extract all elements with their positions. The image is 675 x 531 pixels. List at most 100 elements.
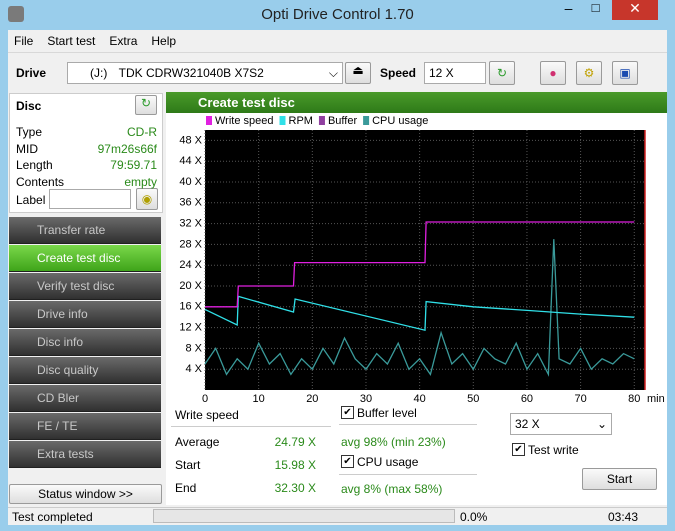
nav-button[interactable]: FE / TE xyxy=(9,413,161,440)
stat-key: End xyxy=(175,481,197,495)
nav-text: Transfer rate xyxy=(37,223,106,237)
status-time: 03:43 xyxy=(608,510,639,524)
separator xyxy=(171,426,331,427)
minimize[interactable]: – xyxy=(564,0,573,16)
x-tick-label: 50 xyxy=(467,393,479,405)
write-speed-title: Write speed xyxy=(175,408,239,422)
menu-item[interactable]: Extra xyxy=(109,34,138,48)
y-tick-label: 20 X xyxy=(179,280,202,292)
close[interactable]: ✕ xyxy=(612,0,658,20)
drive-letter: (J:) xyxy=(90,66,108,80)
nav-button[interactable]: Verify test disc xyxy=(9,273,161,300)
save-button[interactable]: ▣ xyxy=(612,61,638,85)
write-speed-select[interactable]: 32 X ⌄ xyxy=(510,413,612,435)
erase-button[interactable]: ● xyxy=(540,61,566,85)
y-tick-label: 44 X xyxy=(179,155,202,167)
test-write-checkbox[interactable]: ✔ xyxy=(512,443,525,456)
legend-label: Write speed xyxy=(215,115,274,127)
legend-swatch xyxy=(206,116,212,125)
label-input[interactable] xyxy=(49,189,131,209)
window-title: Opti Drive Control 1.70 xyxy=(261,6,414,23)
menu-item[interactable]: Help xyxy=(151,34,177,48)
maximize[interactable]: □ xyxy=(591,0,600,15)
cpu-usage-label: CPU usage xyxy=(357,455,419,469)
x-tick-label: 10 xyxy=(253,393,265,405)
disc-value: empty xyxy=(124,174,157,189)
app-icon xyxy=(8,6,24,22)
panel-header: Create test disc xyxy=(166,92,667,113)
nav-button[interactable]: CD Bler xyxy=(9,385,161,412)
nav-button[interactable]: Extra tests xyxy=(9,441,161,468)
progress-text: 0.0% xyxy=(460,510,488,524)
progress-bar xyxy=(153,509,455,523)
nav-text: FE / TE xyxy=(37,419,78,433)
legend-swatch xyxy=(363,116,370,125)
separator xyxy=(339,424,477,425)
disc-key: Type xyxy=(16,125,43,139)
menu-item[interactable]: File xyxy=(14,34,34,48)
nav-button[interactable]: Create test disc xyxy=(9,245,161,272)
label-label: Label xyxy=(16,193,46,207)
disc-key: MID xyxy=(16,141,38,156)
buffer-avg: avg 98% (min 23%) xyxy=(341,435,446,449)
nav-text: Drive info xyxy=(37,307,88,321)
legend-label: CPU usage xyxy=(372,115,428,127)
refresh-button[interactable]: ↻ xyxy=(489,61,515,85)
x-tick-label: 20 xyxy=(306,393,318,405)
drive-label: Drive xyxy=(16,66,47,80)
stat-key: Average xyxy=(175,435,220,449)
legend-swatch xyxy=(279,116,286,125)
disc-refresh[interactable]: ↻ xyxy=(135,95,157,115)
y-tick-label: 8 X xyxy=(185,342,202,354)
nav-button[interactable]: Transfer rate xyxy=(9,217,161,244)
series-line xyxy=(204,295,635,332)
cpu-checkbox[interactable]: ✔ xyxy=(341,455,354,468)
speed-label: Speed xyxy=(380,66,417,80)
y-tick-label: 12 X xyxy=(179,322,202,334)
label-button[interactable]: ◉ xyxy=(136,188,158,210)
nav-text: Disc info xyxy=(37,335,84,349)
series-line xyxy=(204,239,635,377)
separator xyxy=(8,52,667,53)
start-button[interactable]: Start xyxy=(582,468,657,490)
start-text: Start xyxy=(606,472,633,486)
disc-value: 97m26s66f xyxy=(97,141,157,156)
chart: Write speed RPM Buffer CPU usage 4 X 8 X 12 X 1… xyxy=(166,113,667,405)
status-window-button[interactable]: Status window >> xyxy=(9,484,162,504)
disc-value: CD-R xyxy=(127,125,157,139)
legend-label: RPM xyxy=(289,115,313,127)
nav-text: Disc quality xyxy=(37,363,99,377)
disc-value: 79:59.71 xyxy=(110,158,157,172)
y-tick-label: 28 X xyxy=(179,238,202,250)
settings-button[interactable]: ⚙ xyxy=(576,61,602,85)
nav-button[interactable]: Disc info xyxy=(9,329,161,356)
y-tick-label: 36 X xyxy=(179,197,202,209)
y-tick-label: 16 X xyxy=(179,301,202,313)
nav-text: Create test disc xyxy=(37,251,121,265)
speed-select[interactable]: 12 X xyxy=(424,62,486,84)
drive-select[interactable]: (J:) TDK CDRW321040B X7S2 ⌵ xyxy=(67,62,343,84)
speed-value: 12 X xyxy=(429,66,454,80)
nav-text: CD Bler xyxy=(37,391,80,405)
disc-key: Contents xyxy=(16,174,65,189)
nav-button[interactable]: Drive info xyxy=(9,301,161,328)
drive-name: TDK CDRW321040B X7S2 xyxy=(118,66,264,80)
stat-value: 32.30 X xyxy=(274,481,316,495)
series-line xyxy=(205,221,635,308)
test-write-label: Test write xyxy=(528,443,579,457)
nav-text: Verify test disc xyxy=(37,279,115,293)
nav-button[interactable]: Disc quality xyxy=(9,357,161,384)
stat-value: 15.98 X xyxy=(274,458,316,472)
stat-value: 24.79 X xyxy=(274,435,316,449)
legend-label: Buffer xyxy=(328,115,357,127)
menu-item[interactable]: Start test xyxy=(47,34,96,48)
x-tick-label: 60 xyxy=(521,393,533,405)
y-tick-label: 48 X xyxy=(179,134,202,146)
status-window-text: Status window >> xyxy=(38,487,133,501)
y-tick-label: 32 X xyxy=(179,218,202,230)
x-tick-label: 70 xyxy=(574,393,586,405)
x-tick-label: 80 xyxy=(628,393,640,405)
buffer-checkbox[interactable]: ✔ xyxy=(341,406,354,419)
eject-button[interactable]: ⏏ xyxy=(345,62,371,84)
